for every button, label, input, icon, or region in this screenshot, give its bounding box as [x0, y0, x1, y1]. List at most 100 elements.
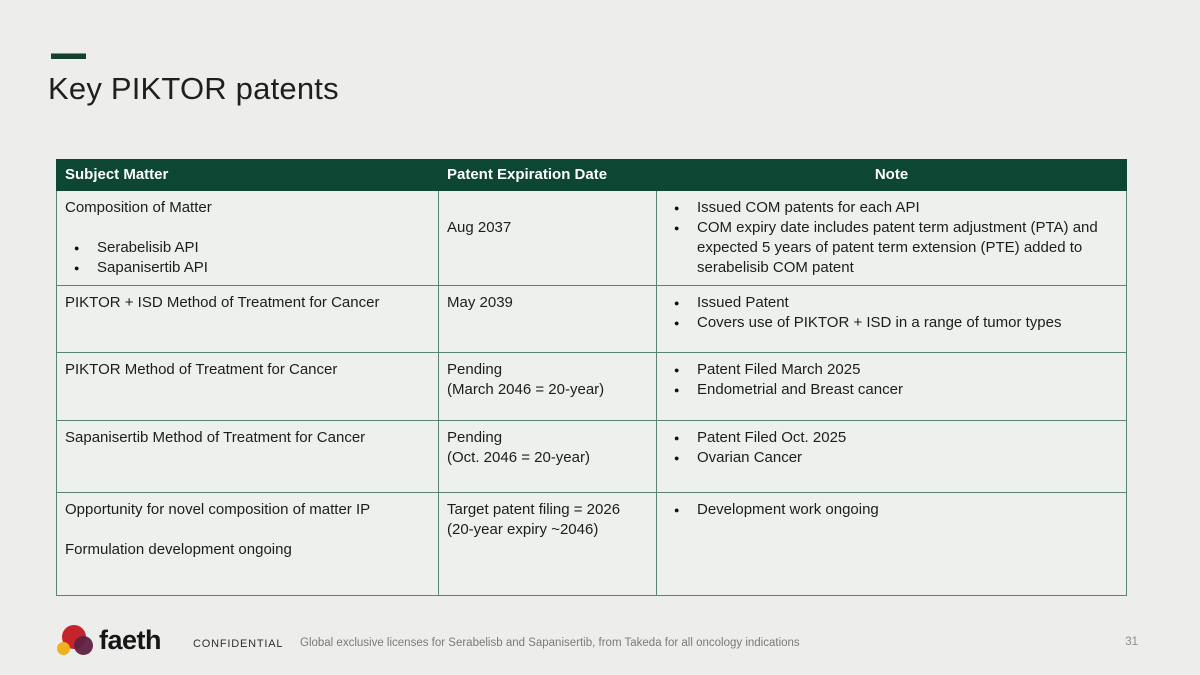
cell-paragraph: Opportunity for novel composition of mat… — [65, 500, 430, 520]
note-cell: ● Issued Patent ● Covers use of PIKTOR + IS… — [656, 285, 1127, 353]
cell-paragraph: Target patent filing = 2026 (20-year expi… — [447, 500, 648, 540]
bullet-item: ● Development work ongoing — [665, 500, 1118, 520]
cell-text: PIKTOR Method of Treatment for Cancer — [65, 361, 338, 378]
patents-table: Subject Matter Patent Expiration Date No… — [56, 159, 1127, 596]
bullet-icon: ● — [674, 318, 680, 328]
cell-paragraph: Composition of Matter — [65, 198, 430, 218]
cell-paragraph: PIKTOR Method of Treatment for Cancer — [65, 360, 430, 380]
cell-text: Opportunity for novel composition of mat… — [65, 501, 371, 518]
bullet-icon: ● — [674, 203, 680, 213]
note-cell: ● Patent Filed Oct. 2025 ● Ovarian Cancer — [656, 420, 1127, 493]
cell-text: PIKTOR + ISD Method of Treatment for Can… — [65, 294, 380, 311]
bullet-icon: ● — [674, 298, 680, 308]
bullet-list: ● Patent Filed March 2025 ● Endometrial and… — [665, 360, 1118, 400]
cell-text: (Oct. 2046 = 20-year) — [447, 449, 590, 466]
column-header-note: Note — [656, 159, 1127, 191]
bullet-item: ● Patent Filed March 2025 — [665, 360, 1118, 380]
bullet-item: ● COM expiry date includes patent term ad… — [665, 218, 1118, 278]
subject-cell: Composition of Matter ● Serabelisib API ● Sa… — [56, 190, 439, 286]
note-cell: ● Issued COM patents for each API ● COM exp… — [656, 190, 1127, 286]
note-cell: ● Patent Filed March 2025 ● Endometrial and… — [656, 352, 1127, 421]
cell-paragraph: May 2039 — [447, 293, 648, 313]
table-row: Sapanisertib Method of Treatment for Can… — [56, 420, 1127, 493]
bullet-icon: ● — [674, 223, 680, 233]
expiration-cell: Target patent filing = 2026 (20-year expi… — [438, 492, 657, 596]
cell-text: Target patent filing = 2026 — [447, 501, 621, 518]
subject-cell: Opportunity for novel composition of mat… — [56, 492, 439, 596]
cell-paragraph: Sapanisertib Method of Treatment for Can… — [65, 428, 430, 448]
cell-text — [447, 198, 648, 218]
logo-maroon-circle-icon — [74, 636, 93, 655]
bullet-text: Serabelisib API — [97, 239, 199, 256]
bullet-item: ● Sapanisertib API — [65, 258, 430, 278]
bullet-list: ● Serabelisib API ● Sapanisertib API — [65, 238, 430, 278]
cell-text: Pending — [447, 429, 503, 446]
bullet-item: ● Ovarian Cancer — [665, 448, 1118, 468]
bullet-text: Endometrial and Breast cancer — [697, 381, 903, 398]
bullet-icon: ● — [674, 385, 680, 395]
cell-text: May 2039 — [447, 294, 513, 311]
bullet-text: Issued COM patents for each API — [697, 199, 920, 216]
faeth-logo-icon — [57, 621, 97, 659]
column-header-subject: Subject Matter — [56, 159, 439, 191]
cell-paragraph: PIKTOR + ISD Method of Treatment for Can… — [65, 293, 430, 313]
bullet-list: ● Patent Filed Oct. 2025 ● Ovarian Cancer — [665, 428, 1118, 468]
bullet-item: ● Serabelisib API — [65, 238, 430, 258]
bullet-text: Patent Filed Oct. 2025 — [697, 429, 847, 446]
bullet-icon: ● — [74, 243, 80, 253]
note-cell: ● Development work ongoing — [656, 492, 1127, 596]
cell-text: Formulation development ongoing — [65, 541, 292, 558]
bullet-icon: ● — [674, 365, 680, 375]
page-title: Key PIKTOR patents — [48, 71, 339, 106]
accent-dash — [51, 53, 86, 59]
table-row: PIKTOR + ISD Method of Treatment for Can… — [56, 285, 1127, 353]
footer-description: Global exclusive licenses for Serabelisb… — [300, 637, 800, 649]
page-number: 31 — [1125, 636, 1138, 648]
logo-yellow-circle-icon — [57, 642, 70, 655]
bullet-item: ● Endometrial and Breast cancer — [665, 380, 1118, 400]
subject-cell: PIKTOR + ISD Method of Treatment for Can… — [56, 285, 439, 353]
bullet-icon: ● — [674, 433, 680, 443]
bullet-text: COM expiry date includes patent term adj… — [697, 219, 1098, 276]
confidential-label: CONFIDENTIAL — [193, 638, 284, 650]
bullet-item: ● Covers use of PIKTOR + ISD in a range o… — [665, 313, 1118, 333]
cell-text: (March 2046 = 20-year) — [447, 381, 605, 398]
subject-cell: Sapanisertib Method of Treatment for Can… — [56, 420, 439, 493]
cell-text: (20-year expiry ~2046) — [447, 521, 599, 538]
column-header-expiration: Patent Expiration Date — [438, 159, 657, 191]
cell-paragraph: Aug 2037 — [447, 198, 648, 238]
bullet-text: Development work ongoing — [697, 501, 879, 518]
footer: faeth CONFIDENTIAL Global exclusive lice… — [0, 616, 1200, 666]
cell-text: Aug 2037 — [447, 219, 512, 236]
subject-cell: PIKTOR Method of Treatment for Cancer — [56, 352, 439, 421]
bullet-text: Ovarian Cancer — [697, 449, 803, 466]
table-row: Composition of Matter ● Serabelisib API ● Sa… — [56, 190, 1127, 286]
faeth-logo: faeth — [57, 621, 162, 661]
bullet-text: Covers use of PIKTOR + ISD in a range of… — [697, 314, 1062, 331]
bullet-icon: ● — [74, 263, 80, 273]
bullet-item: ● Patent Filed Oct. 2025 — [665, 428, 1118, 448]
expiration-cell: Pending (Oct. 2046 = 20-year) — [438, 420, 657, 493]
cell-paragraph: Pending (March 2046 = 20-year) — [447, 360, 648, 400]
cell-text: Sapanisertib Method of Treatment for Can… — [65, 429, 366, 446]
table-body: Composition of Matter ● Serabelisib API ● Sa… — [56, 190, 1127, 596]
bullet-icon: ● — [674, 453, 680, 463]
bullet-item: ● Issued Patent — [665, 293, 1118, 313]
cell-text: Pending — [447, 361, 503, 378]
cell-text: Composition of Matter — [65, 199, 212, 216]
table-header-row: Subject Matter Patent Expiration Date No… — [56, 159, 1127, 191]
expiration-cell: May 2039 — [438, 285, 657, 353]
bullet-list: ● Development work ongoing — [665, 500, 1118, 520]
bullet-text: Patent Filed March 2025 — [697, 361, 861, 378]
table-row: PIKTOR Method of Treatment for Cancer Pen… — [56, 352, 1127, 421]
cell-paragraph: Formulation development ongoing — [65, 540, 430, 560]
bullet-text: Sapanisertib API — [97, 259, 208, 276]
expiration-cell: Pending (March 2046 = 20-year) — [438, 352, 657, 421]
bullet-icon: ● — [674, 505, 680, 515]
bullet-text: Issued Patent — [697, 294, 789, 311]
logo-wordmark: faeth — [99, 625, 162, 655]
expiration-cell: Aug 2037 — [438, 190, 657, 286]
cell-paragraph: Pending (Oct. 2046 = 20-year) — [447, 428, 648, 468]
bullet-list: ● Issued Patent ● Covers use of PIKTOR + IS… — [665, 293, 1118, 333]
bullet-item: ● Issued COM patents for each API — [665, 198, 1118, 218]
